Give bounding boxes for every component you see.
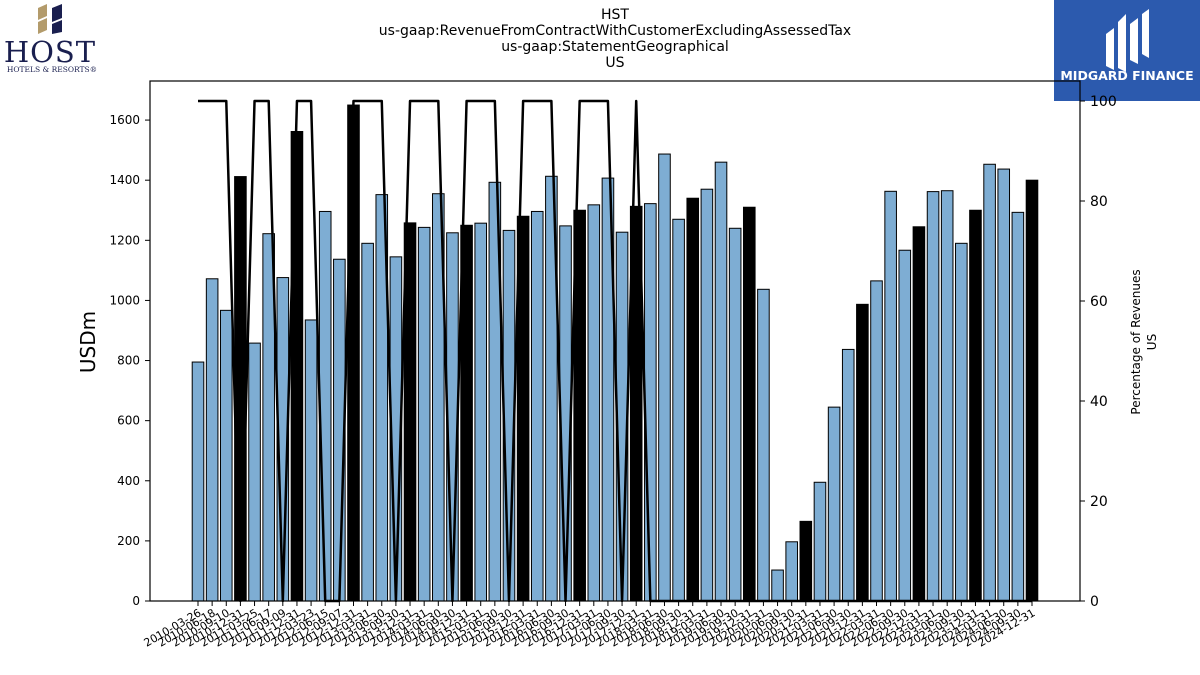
bar-2022-12-31 [912, 226, 926, 602]
bar-2011-03-25 [248, 342, 261, 602]
host-emblem-icon [38, 4, 62, 34]
axes: 0 200 400 600 800 1000 1200 1400 1600 0 20 40 60 80 10… [109, 80, 1117, 650]
bar-2018-06-30 [658, 153, 671, 602]
bar-2023-03-31 [926, 191, 940, 602]
bar-2024-09-30 [1011, 211, 1025, 602]
bar-2010-06-18 [205, 278, 219, 602]
y-tick-label-1200: 1200 [109, 233, 140, 247]
bar-2021-06-30 [827, 406, 841, 602]
midgard-logo: MIDGARD FINANCE [1054, 0, 1200, 101]
y-tick-label-1600: 1600 [109, 113, 140, 127]
bar-2020-12-31 [799, 520, 813, 602]
bar-2012-06-15 [318, 210, 332, 602]
bar-2018-09-30 [672, 218, 685, 602]
bar-2020-06-30 [771, 569, 784, 602]
y2-tick-label-20: 20 [1090, 494, 1108, 510]
bar-2024-06-30 [997, 168, 1011, 602]
bar-2021-12-31 [856, 303, 869, 602]
y-tick-label-800: 800 [117, 354, 140, 368]
y-tick-label-1000: 1000 [109, 293, 140, 307]
midgard-emblem-icon [1106, 9, 1149, 72]
y2-tick-label-0: 0 [1090, 594, 1099, 610]
bar-2020-09-30 [785, 541, 798, 602]
bar-2014-03-31 [417, 226, 431, 602]
bar-2022-03-31 [870, 280, 883, 602]
chart-title-line-1: HST [601, 7, 629, 23]
bar-2021-03-31 [813, 481, 827, 602]
bar-2012-12-31 [347, 104, 360, 602]
bar-2022-06-30 [884, 190, 897, 602]
bar-2019-12-31 [742, 206, 756, 602]
y-tick-label-600: 600 [117, 414, 140, 428]
bar-2021-09-30 [841, 348, 855, 602]
bar-2015-03-31 [474, 222, 488, 602]
bar-2023-12-31 [969, 209, 982, 602]
y-tick-label-1400: 1400 [109, 173, 140, 187]
bar-2018-12-31 [686, 197, 700, 602]
y2-tick-label-100: 100 [1090, 94, 1117, 110]
y-axis-label: USDm [76, 311, 100, 373]
plot-frame [149, 80, 1081, 602]
y2-axis-label-line-2: US [1145, 334, 1159, 350]
bar-2019-06-30 [714, 161, 728, 602]
bar-2024-12-31 [1025, 179, 1039, 602]
chart-title-line-3: us-gaap:StatementGeographical [501, 39, 729, 55]
bar-2019-09-30 [728, 227, 742, 602]
bar-2013-03-31 [361, 242, 374, 602]
bar-2016-03-31 [530, 210, 544, 602]
bar-2010-09-10 [219, 309, 233, 602]
bar-2022-09-30 [898, 249, 912, 602]
y2-tick-label-40: 40 [1090, 394, 1108, 410]
bar-2024-03-31 [983, 163, 996, 602]
bar-2011-06-17 [262, 233, 275, 602]
bar-2018-03-31 [644, 203, 657, 602]
bar-2010-03-26 [191, 361, 205, 602]
y-tick-label-400: 400 [117, 474, 140, 488]
bar-2023-09-30 [955, 242, 968, 602]
bar-2010-12-31 [234, 176, 247, 602]
host-logo: HOST HOTELS & RESORTS® [0, 0, 110, 80]
chart-title-line-2: us-gaap:RevenueFromContractWithCustomerE… [378, 23, 852, 39]
y2-tick-label-60: 60 [1090, 294, 1108, 310]
host-tagline: HOTELS & RESORTS® [7, 65, 97, 74]
bar-2019-03-31 [700, 188, 714, 602]
bar-2020-03-31 [757, 288, 770, 602]
y-tick-label-200: 200 [117, 534, 140, 548]
bar-2023-06-30 [940, 190, 954, 602]
host-wordmark: HOST [4, 35, 96, 69]
y2-tick-label-80: 80 [1090, 194, 1108, 210]
bar-group [191, 104, 1039, 602]
chart-title-line-4: US [605, 55, 625, 71]
y-tick-label-0: 0 [132, 594, 140, 608]
midgard-name: MIDGARD FINANCE [1060, 68, 1194, 83]
bar-2017-03-31 [587, 204, 601, 602]
y2-axis-label-line-1: Percentage of Revenues [1129, 269, 1143, 414]
bar-2012-03-23 [304, 319, 318, 602]
